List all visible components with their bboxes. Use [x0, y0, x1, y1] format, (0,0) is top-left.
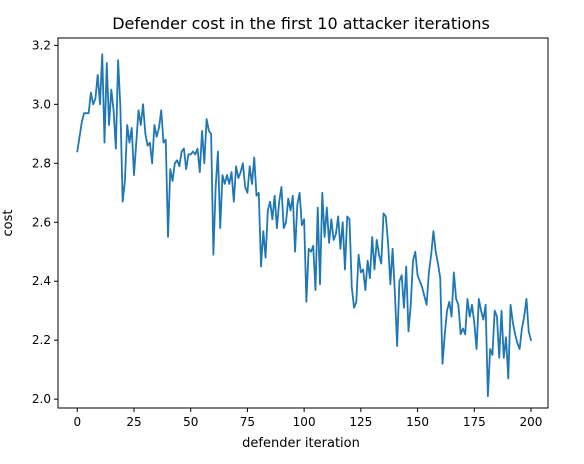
- x-tick-label: 125: [349, 415, 372, 429]
- chart-title: Defender cost in the first 10 attacker i…: [112, 14, 490, 33]
- series-line-0: [76, 53, 532, 398]
- y-tick-label: 3.2: [32, 38, 51, 52]
- x-tick-label: 50: [183, 415, 198, 429]
- plot-frame: [57, 37, 549, 409]
- y-tick-label: 2.0: [32, 392, 51, 406]
- x-axis: 0 25 50 75 100 125 150 175 200: [73, 408, 542, 429]
- y-tick-label: 2.4: [32, 274, 51, 288]
- x-tick-label: 200: [520, 415, 543, 429]
- x-tick-label: 100: [293, 415, 316, 429]
- x-tick-label: 75: [240, 415, 255, 429]
- plot-area: [76, 53, 532, 398]
- y-tick-label: 2.2: [32, 333, 51, 347]
- y-tick-label: 2.8: [32, 156, 51, 170]
- x-tick-label: 175: [463, 415, 486, 429]
- x-tick-label: 150: [406, 415, 429, 429]
- x-tick-label: 0: [73, 415, 81, 429]
- y-axis: 2.0 2.2 2.4 2.6 2.8 3.0 3.2: [32, 38, 58, 406]
- y-tick-label: 2.6: [32, 215, 51, 229]
- x-tick-label: 25: [126, 415, 141, 429]
- y-axis-label: cost: [1, 210, 16, 237]
- y-tick-label: 3.0: [32, 97, 51, 111]
- x-axis-label: defender iteration: [242, 436, 360, 451]
